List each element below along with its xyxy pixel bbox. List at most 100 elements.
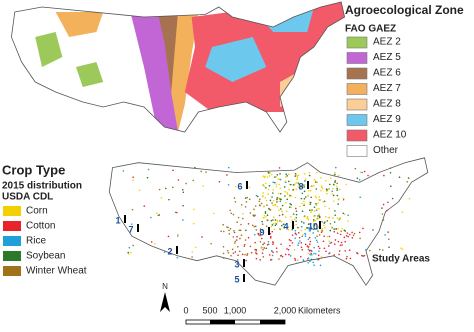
crop-dot xyxy=(284,253,287,256)
crop-dot xyxy=(191,256,193,258)
crop-dot xyxy=(303,203,306,205)
crop-dot xyxy=(246,253,249,255)
crop-dot xyxy=(264,175,266,178)
study-marker xyxy=(124,215,126,223)
crop-dot xyxy=(132,176,134,179)
crop-dot xyxy=(323,200,326,203)
crop-dot xyxy=(131,208,134,211)
crop-dot xyxy=(339,218,341,221)
crop-dot xyxy=(227,184,230,186)
crop-dot xyxy=(297,182,300,184)
crop-dot xyxy=(232,213,235,216)
crop-dot xyxy=(247,222,250,225)
crop-dot xyxy=(192,222,195,225)
crop-dot xyxy=(270,173,273,176)
crop-dot xyxy=(122,170,125,172)
crop-dot xyxy=(400,247,402,249)
crop-dot xyxy=(202,185,205,187)
crop-dot xyxy=(325,216,327,218)
crop-dot xyxy=(392,259,395,261)
crop-dot xyxy=(287,225,289,228)
crop-dot xyxy=(255,229,258,231)
legend-label: Cotton xyxy=(26,221,55,232)
crop-dot xyxy=(278,214,281,217)
study-area-label: 8 xyxy=(298,181,303,191)
crop-dot xyxy=(255,257,258,260)
crop-dot xyxy=(127,253,130,255)
crop-dot xyxy=(223,257,225,259)
crop-dot xyxy=(362,227,364,230)
crop-dot xyxy=(359,171,362,174)
crop-dot xyxy=(244,253,246,256)
crop-dot xyxy=(388,246,390,248)
crop-dot xyxy=(276,205,279,208)
crop-dot xyxy=(276,201,278,203)
crop-dot xyxy=(265,199,268,202)
crop-dot xyxy=(226,249,229,252)
crop-dot xyxy=(325,179,327,182)
crop-dot xyxy=(333,230,336,233)
crop-dot xyxy=(289,244,291,247)
crop-dot xyxy=(279,187,282,190)
crop-dot xyxy=(222,245,225,248)
crop-dot xyxy=(194,166,196,169)
country-outline xyxy=(108,157,429,286)
study-marker xyxy=(292,221,294,229)
crop-dot xyxy=(270,235,272,238)
crop-dot xyxy=(236,259,239,261)
crop-dot xyxy=(240,234,243,237)
crop-dot xyxy=(292,188,295,191)
crop-dot xyxy=(268,254,271,256)
crop-dot xyxy=(262,192,265,194)
crop-dot xyxy=(363,254,366,257)
legend-label: AEZ 6 xyxy=(373,68,401,79)
crop-dot xyxy=(316,235,318,237)
crop-dot xyxy=(313,228,315,231)
crop-dot xyxy=(313,206,316,208)
crop-dot xyxy=(227,166,230,169)
crop-dot xyxy=(317,217,319,220)
crop-dot xyxy=(167,235,170,238)
study-areas-title: Study Areas xyxy=(372,254,430,265)
crop-dot xyxy=(287,248,290,251)
crop-dot xyxy=(278,258,280,260)
crop-dot xyxy=(267,240,270,243)
crop-dot xyxy=(247,236,250,239)
crop-dot xyxy=(293,218,296,221)
crop-dot xyxy=(288,206,291,208)
study-area-label: 4 xyxy=(283,221,288,231)
crop-dot xyxy=(342,212,345,215)
crop-dot xyxy=(336,189,339,191)
legend-label: AEZ 8 xyxy=(373,99,401,110)
crop-dot xyxy=(301,235,304,238)
crop-dot xyxy=(274,224,277,227)
crop-dot xyxy=(272,243,274,245)
crop-dot xyxy=(340,241,343,244)
crop-dot xyxy=(279,173,281,175)
crop-dot xyxy=(147,168,150,171)
crop-dot xyxy=(271,254,274,257)
legend-swatch xyxy=(346,129,368,142)
crop-dot xyxy=(298,236,301,239)
crop-dot xyxy=(315,204,318,206)
zone-area xyxy=(35,32,63,67)
crop-dot xyxy=(265,247,268,250)
crop-dot xyxy=(322,240,325,243)
study-marker xyxy=(243,274,245,282)
crop-dot xyxy=(246,196,248,199)
crop-dot xyxy=(297,244,299,247)
crop-dot xyxy=(330,177,332,179)
crop-dot xyxy=(345,183,347,186)
crop-dot xyxy=(295,223,298,226)
crop-dot xyxy=(275,247,278,249)
crop-dot xyxy=(320,256,323,258)
crop-dot xyxy=(313,252,315,255)
crop-dot xyxy=(304,180,306,182)
crop-dot xyxy=(227,226,229,229)
crop-dot xyxy=(295,207,297,210)
crop-dot xyxy=(229,209,231,212)
crop-dot xyxy=(278,209,280,211)
crop-dot xyxy=(295,210,298,212)
study-marker xyxy=(176,246,178,254)
